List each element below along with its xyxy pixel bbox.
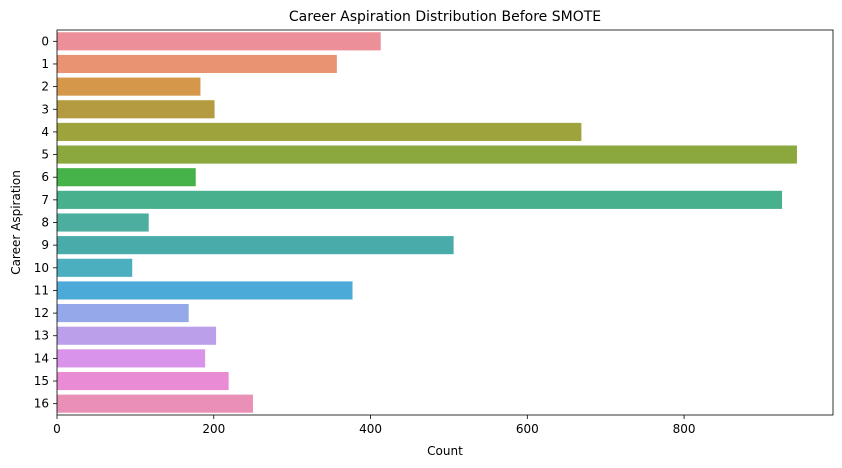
y-tick-label: 12 <box>34 306 49 320</box>
bar-9 <box>57 236 454 255</box>
y-tick-label: 10 <box>34 261 49 275</box>
y-tick-label: 9 <box>41 238 49 252</box>
y-tick-label: 3 <box>41 102 49 116</box>
bar-5 <box>57 145 797 164</box>
plot-frame <box>56 29 834 416</box>
x-tick-label: 400 <box>359 422 382 436</box>
bar-14 <box>57 349 206 368</box>
y-tick-label: 6 <box>41 170 49 184</box>
bar-4 <box>57 122 582 141</box>
x-tick-label: 0 <box>53 422 61 436</box>
bar-13 <box>57 326 217 345</box>
x-axis-title: Count <box>427 444 463 458</box>
bar-1 <box>57 54 337 74</box>
y-tick-label: 1 <box>41 57 49 71</box>
y-tick-label: 8 <box>41 216 49 230</box>
bar-2 <box>57 77 201 96</box>
y-tick-label: 0 <box>41 34 49 48</box>
bar-6 <box>57 168 196 187</box>
bar-12 <box>57 304 189 323</box>
x-tick-label: 200 <box>202 422 225 436</box>
y-tick-label: 13 <box>34 329 49 343</box>
bar-0 <box>57 32 381 51</box>
y-tick-label: 7 <box>41 193 49 207</box>
y-tick-label: 15 <box>34 374 49 388</box>
y-axis-title: Career Aspiration <box>9 170 23 275</box>
bar-7 <box>57 190 783 209</box>
y-tick-label: 16 <box>34 397 49 411</box>
chart-title: Career Aspiration Distribution Before SM… <box>289 9 601 25</box>
bar-10 <box>57 258 133 277</box>
bar-3 <box>57 100 215 119</box>
bar-15 <box>57 371 229 391</box>
y-tick-label: 2 <box>41 80 49 94</box>
y-tick-label: 11 <box>34 283 49 297</box>
y-tick-label: 4 <box>41 125 49 139</box>
x-tick-label: 600 <box>516 422 539 436</box>
x-tick-label: 800 <box>673 422 696 436</box>
bar-8 <box>57 213 149 232</box>
x-axis-ticks: 0 200 400 600 800 <box>53 415 696 436</box>
bars-group <box>57 32 797 413</box>
bar-16 <box>57 394 253 413</box>
y-tick-label: 14 <box>34 351 49 365</box>
y-tick-label: 5 <box>41 148 49 162</box>
bar-11 <box>57 281 353 300</box>
